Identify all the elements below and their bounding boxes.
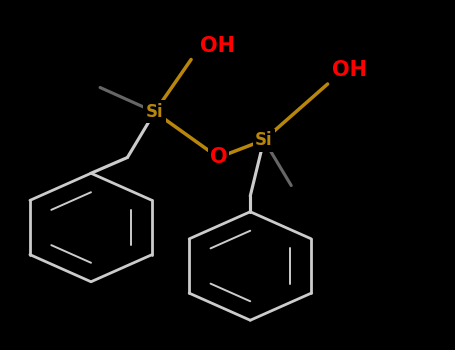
Text: O: O [210, 147, 227, 168]
Text: Si: Si [255, 131, 273, 149]
Text: OH: OH [332, 61, 367, 80]
Text: Si: Si [146, 103, 163, 121]
Text: OH: OH [200, 36, 235, 56]
